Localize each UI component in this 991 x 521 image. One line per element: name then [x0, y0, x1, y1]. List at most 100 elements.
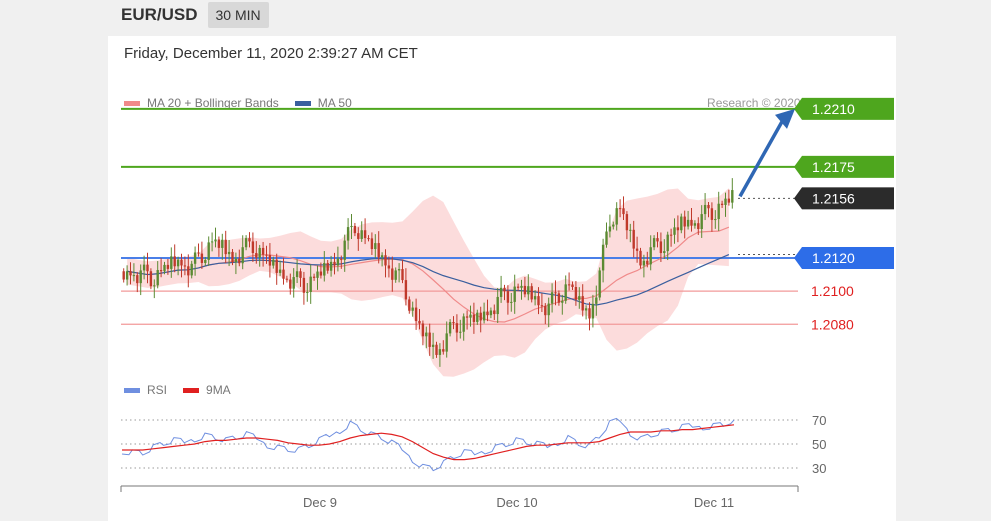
current-price-label: 1.2156 [812, 190, 855, 206]
candle-body [516, 286, 520, 288]
candle-body [418, 320, 421, 324]
candle-body [605, 231, 608, 245]
candle-body [207, 242, 210, 260]
candle-body [588, 308, 591, 319]
candle-body [513, 286, 516, 302]
candle-body [421, 323, 425, 337]
candle-body [425, 332, 428, 337]
candle-body [673, 227, 676, 235]
candle-body [231, 251, 234, 263]
candle-body [173, 256, 176, 267]
candle-body [329, 261, 333, 271]
candle-body [598, 270, 601, 298]
legend-ma20-swatch [124, 100, 140, 106]
candle-body [295, 271, 299, 278]
x-tick-label: Dec 9 [303, 495, 337, 510]
candle-body [448, 322, 452, 334]
candle-body [584, 308, 588, 311]
candle-body [414, 307, 418, 321]
candle-body [442, 349, 445, 352]
candle-body [714, 219, 717, 221]
ma50-line [127, 253, 730, 306]
candle-body [503, 287, 506, 292]
candle-body [666, 234, 669, 252]
candle-body [227, 251, 231, 255]
candle-body [275, 259, 278, 273]
legend-ma20-label: MA 20 + Bollinger Bands [147, 96, 279, 110]
candle-body [292, 277, 295, 289]
candle-body [486, 311, 489, 316]
candle-body [625, 214, 629, 231]
timeframe-badge[interactable]: 30 MIN [207, 2, 269, 28]
candle-body [363, 230, 367, 239]
candle-body [496, 296, 499, 315]
candle-body [720, 203, 724, 205]
candle-body [312, 276, 316, 278]
candle-body [302, 277, 306, 293]
candle-body [394, 270, 397, 280]
candle-body [224, 239, 227, 255]
candle-body [445, 333, 448, 352]
legend-ma20: MA 20 + Bollinger Bands [124, 96, 279, 110]
candle-body [557, 293, 561, 303]
candle-body [346, 227, 350, 241]
candle-body [248, 238, 251, 242]
candle-body [527, 286, 530, 295]
candle-body [272, 259, 275, 266]
legend-ma50-label: MA 50 [317, 96, 352, 110]
candle-body [642, 260, 646, 266]
candle-body [632, 229, 635, 249]
candle-body [387, 265, 391, 269]
candle-body [578, 296, 581, 300]
resistance-label-1.2210: 1.2210 [812, 101, 855, 117]
candle-body [285, 278, 289, 280]
candle-body [693, 223, 697, 226]
candle-body [663, 251, 666, 254]
legend-ma50-swatch [294, 100, 311, 106]
candle-body [282, 269, 285, 279]
candle-body [493, 310, 496, 315]
candle-body [530, 286, 533, 300]
candle-body [567, 284, 571, 286]
candle-body [707, 204, 710, 209]
resistance-tag-1.2210 [802, 97, 894, 120]
resistance-tag-pointer [794, 97, 802, 120]
candle-body [180, 259, 183, 266]
candle-body [431, 344, 435, 347]
support-label-1.2080: 1.2080 [811, 316, 854, 332]
candle-body [166, 264, 170, 269]
candle-body [268, 254, 272, 266]
candle-body [540, 305, 544, 307]
candle-body [710, 208, 714, 220]
candle-body [265, 254, 268, 256]
candle-body [350, 225, 353, 228]
candle-body [170, 256, 173, 269]
candle-body [187, 266, 190, 276]
candle-body [200, 253, 204, 263]
candle-body [193, 252, 197, 264]
candle-body [676, 227, 680, 231]
candle-body [149, 271, 153, 287]
candle-body [319, 271, 323, 276]
candle-body [221, 239, 224, 248]
candle-body [544, 306, 547, 316]
candle-body [724, 198, 727, 205]
legend-9ma-swatch [183, 387, 200, 393]
candle-body [469, 314, 472, 318]
rsi-tick-50: 50 [812, 437, 826, 452]
candle-body [244, 238, 248, 248]
candle-body [595, 297, 598, 304]
candle-body [255, 253, 258, 258]
candle-body [639, 250, 642, 266]
current-price-tag [802, 187, 894, 210]
candle-body [238, 258, 241, 264]
candle-body [391, 268, 394, 280]
candle-body [472, 314, 476, 322]
candle-body [680, 216, 683, 231]
candle-body [455, 323, 459, 333]
candle-body [683, 216, 686, 227]
resistance-label-1.2175: 1.2175 [812, 159, 855, 175]
candle-body [125, 271, 129, 280]
candle-body [554, 292, 557, 294]
candle-body [717, 203, 720, 220]
